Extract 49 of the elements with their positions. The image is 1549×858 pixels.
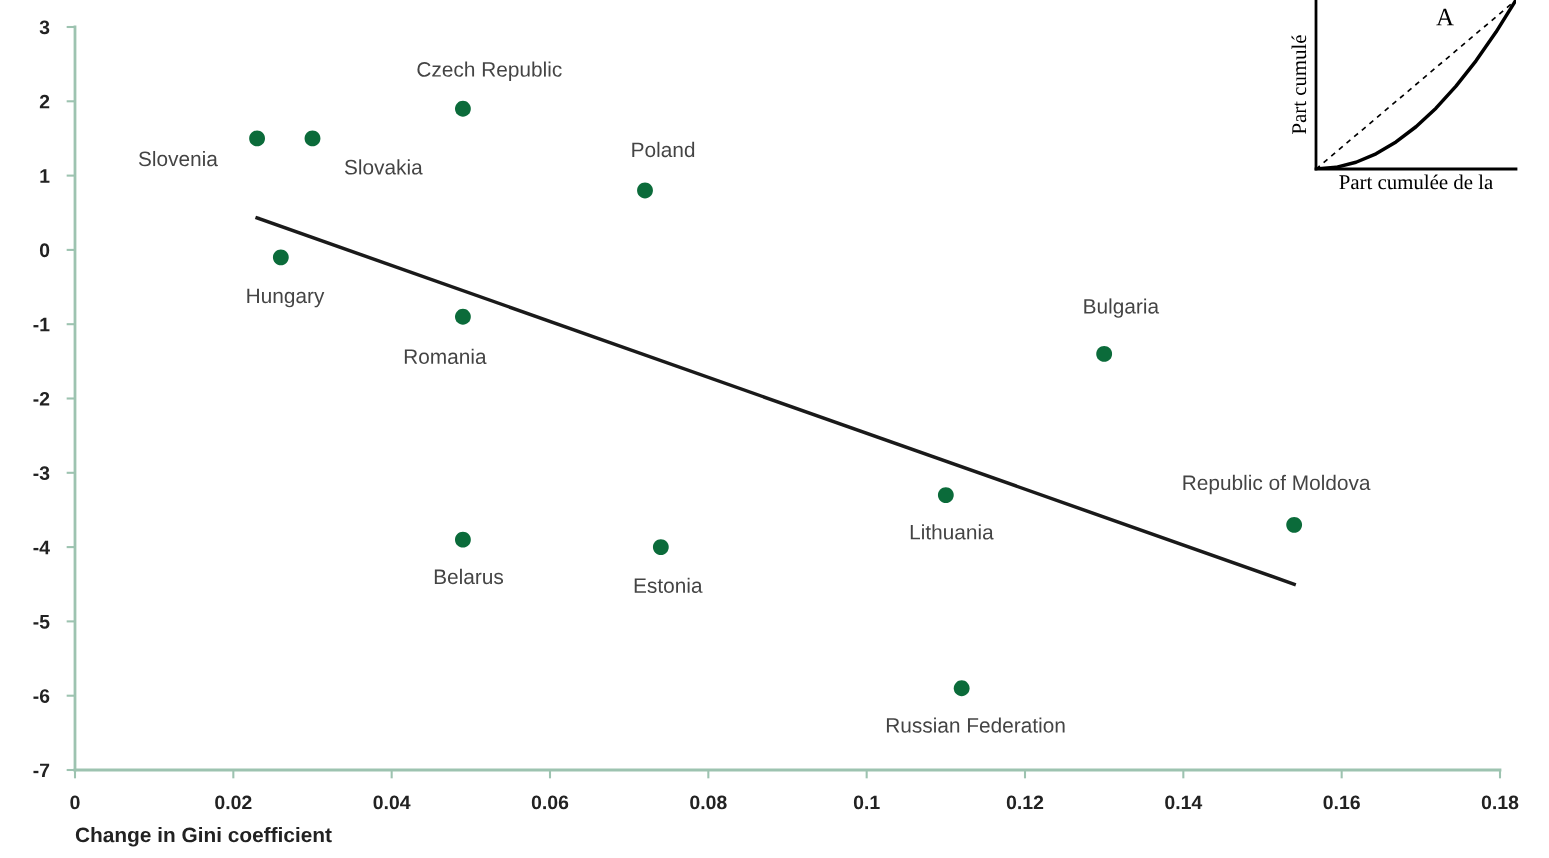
annotation: Belarus xyxy=(434,568,504,585)
y-tick-label: 0 xyxy=(39,243,50,258)
y-tick-label: -3 xyxy=(33,466,50,481)
annotation: Bulgaria xyxy=(1084,298,1160,318)
x-tick-label: 0.14 xyxy=(1165,795,1203,810)
point xyxy=(1096,346,1113,362)
x-tick-label: 0.18 xyxy=(1481,795,1519,810)
annotation: Romania xyxy=(404,348,487,365)
x-axis-title: Part cumulée de la xyxy=(1339,174,1493,190)
y-tick-label: -5 xyxy=(33,615,50,629)
point xyxy=(953,680,970,697)
y-tick-label: -6 xyxy=(33,689,50,703)
x-axis-title: Change in Gini coefficient xyxy=(75,827,332,847)
y-tick-label: 2 xyxy=(39,94,50,109)
point xyxy=(455,531,471,548)
point xyxy=(304,130,321,147)
annotation: Russian Federation xyxy=(886,717,1065,733)
annotation: Lithuania xyxy=(910,524,994,540)
x-tick-label: 0.08 xyxy=(690,795,727,810)
annotation: Slovenia xyxy=(138,150,218,167)
y-tick-label: -4 xyxy=(33,540,50,555)
point xyxy=(652,539,669,556)
annotation: Poland xyxy=(632,141,695,158)
annotation: Hungary xyxy=(247,288,325,308)
x-tick-label: 0.12 xyxy=(1006,795,1044,810)
x-tick-label: 0 xyxy=(70,795,80,810)
annotation: Czech Republic xyxy=(417,61,562,81)
point xyxy=(455,308,471,325)
y-tick-label: -1 xyxy=(33,317,50,332)
point xyxy=(455,100,471,117)
y-tick-label: 1 xyxy=(40,169,50,183)
y-tick-label: -7 xyxy=(33,763,50,778)
annotation: Republic of Moldova xyxy=(1183,474,1371,495)
y-tick-label: 3 xyxy=(39,20,50,35)
point xyxy=(272,249,289,266)
x-tick-label: 0.06 xyxy=(531,795,569,810)
x-tick-label: 0.04 xyxy=(373,795,411,810)
y-tick-label: -2 xyxy=(33,391,50,406)
point xyxy=(249,130,265,147)
x-tick-label: 0.16 xyxy=(1323,795,1360,810)
point xyxy=(637,182,653,199)
point xyxy=(937,487,954,504)
y-axis-title: Part cumulé xyxy=(1291,35,1307,134)
annotation: A xyxy=(1436,8,1454,26)
annotation: Slovakia xyxy=(344,159,423,175)
annotation: Estonia xyxy=(634,577,703,593)
point xyxy=(1286,516,1303,533)
x-tick-label: 0.1 xyxy=(853,795,880,810)
x-tick-label: 0.02 xyxy=(215,795,252,810)
